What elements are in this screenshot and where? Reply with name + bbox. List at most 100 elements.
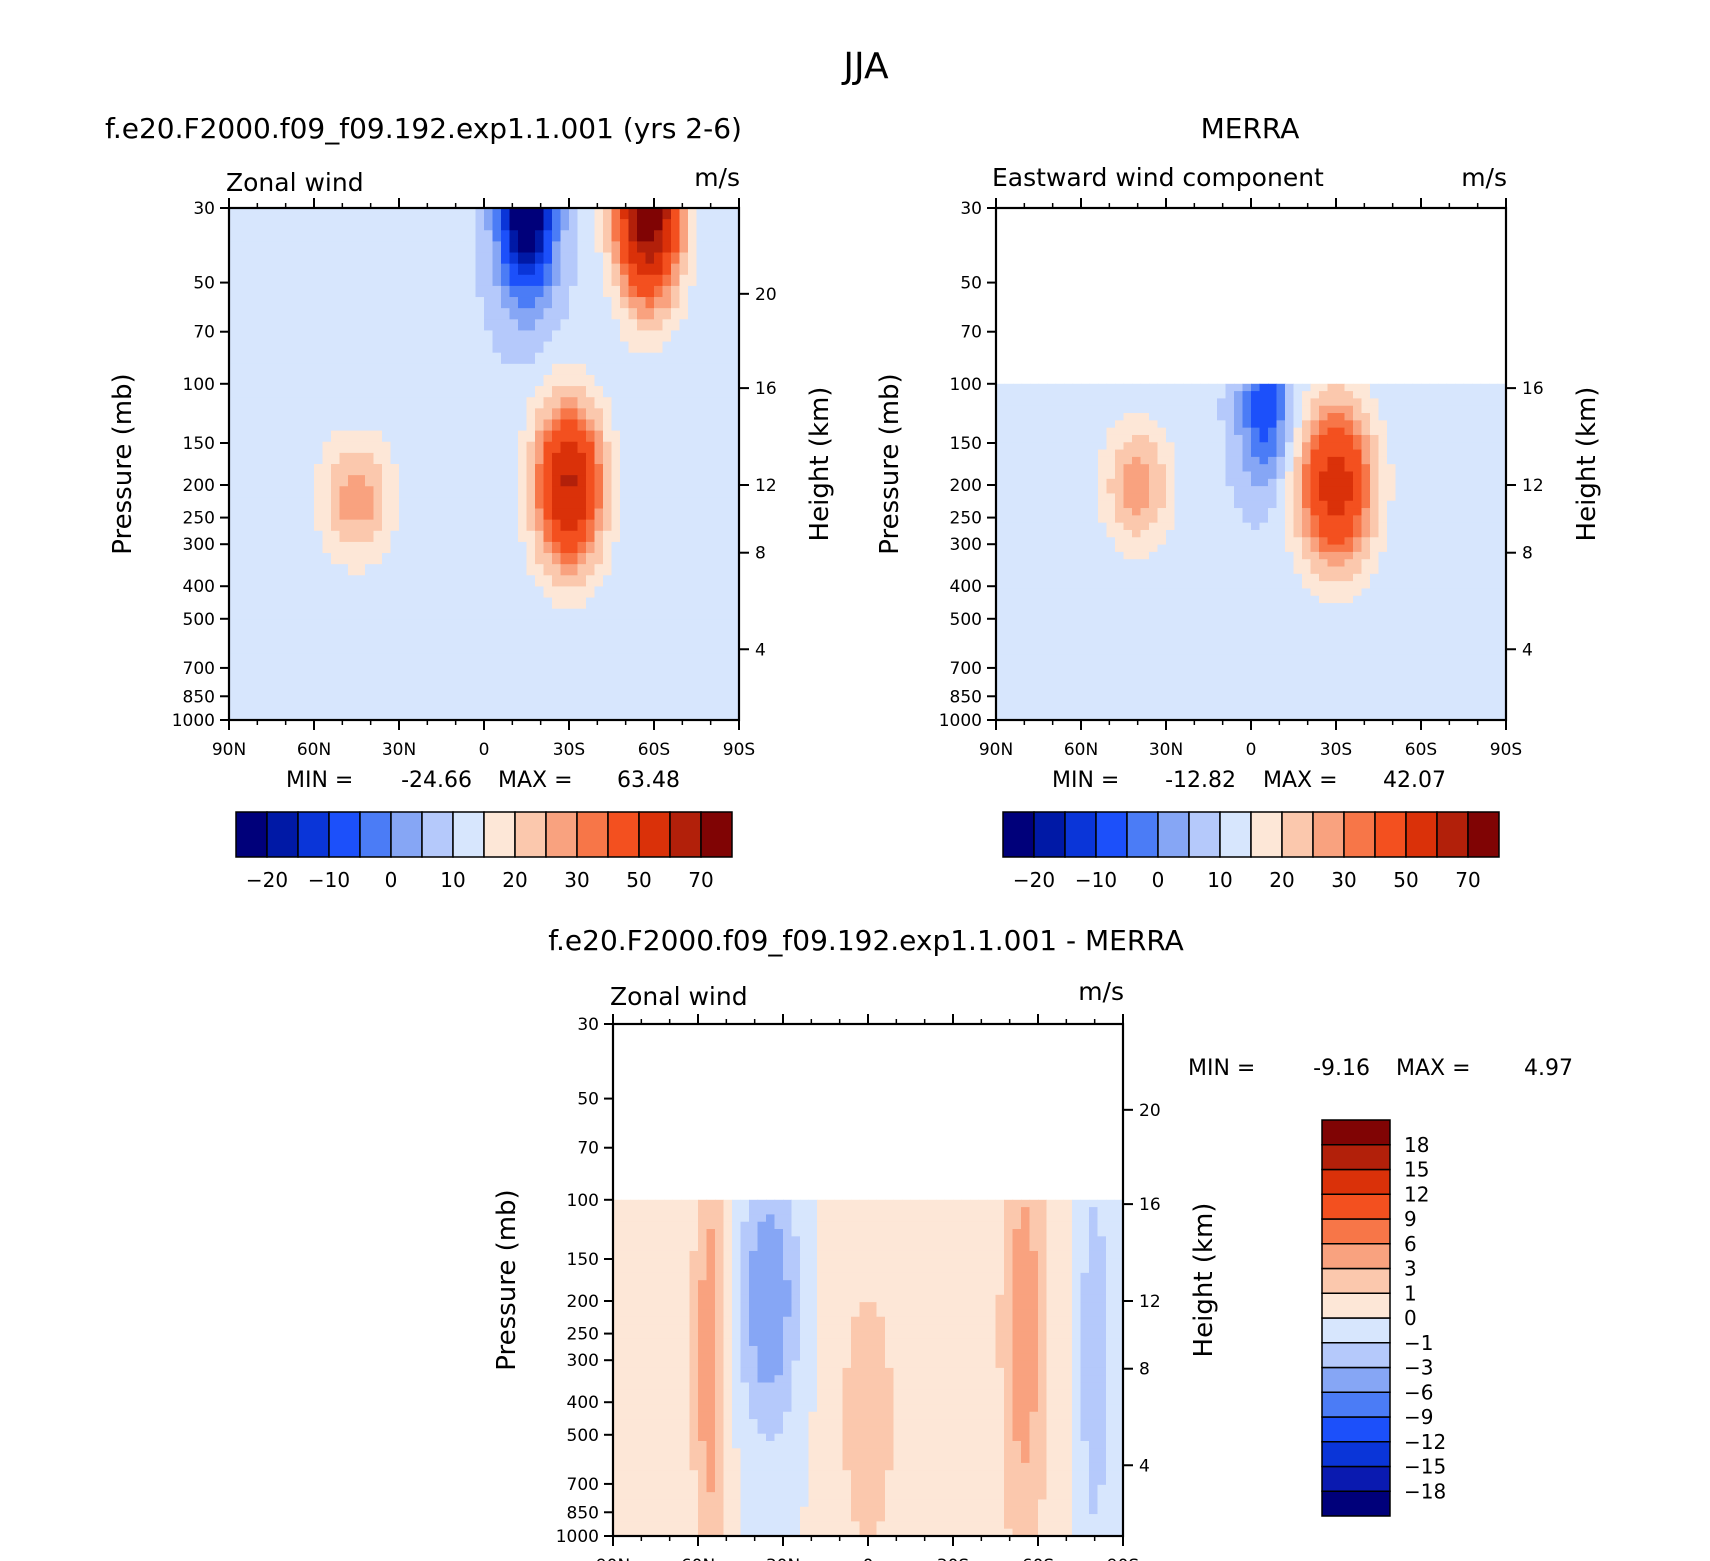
- field-cell: [280, 553, 290, 565]
- field-cell: [390, 486, 400, 498]
- field-cell: [543, 219, 553, 231]
- field-cell: [543, 241, 553, 254]
- field-cell: [713, 608, 723, 621]
- field-cell: [637, 564, 647, 576]
- field-cell: [637, 319, 647, 332]
- field-cell: [1038, 391, 1048, 400]
- field-cell: [1089, 471, 1099, 480]
- field-cell: [263, 397, 273, 409]
- field-cell: [730, 664, 740, 677]
- field-cell: [416, 297, 426, 309]
- field-cell: [271, 564, 281, 576]
- field-cell: [467, 708, 477, 721]
- field-cell: [1140, 559, 1150, 568]
- field-cell: [1361, 442, 1371, 451]
- field-cell: [662, 208, 672, 220]
- field-cell: [339, 575, 349, 588]
- field-cell: [237, 308, 247, 320]
- field-cell: [356, 586, 366, 599]
- field-cell: [1361, 559, 1371, 568]
- field-cell: [1174, 500, 1184, 509]
- field-cell: [1293, 544, 1303, 553]
- field-cell: [288, 297, 298, 309]
- field-cell: [586, 664, 596, 677]
- field-cell: [416, 263, 426, 276]
- field-cell: [577, 308, 587, 320]
- field-cell: [1378, 624, 1388, 633]
- field-cell: [1166, 537, 1176, 546]
- field-cell: [1268, 581, 1278, 590]
- field-cell: [1030, 566, 1040, 575]
- field-cell: [1132, 427, 1142, 436]
- field-cell: [1200, 676, 1210, 685]
- field-cell: [339, 675, 349, 688]
- field-cell: [1353, 413, 1363, 421]
- field-cell: [688, 464, 698, 476]
- field-cell: [1106, 595, 1116, 604]
- field-cell: [288, 352, 298, 365]
- field-cell: [373, 675, 383, 688]
- field-cell: [705, 285, 715, 298]
- field-cell: [322, 664, 332, 677]
- field-cell: [1047, 690, 1057, 699]
- field-cell: [535, 263, 545, 276]
- field-cell: [1234, 500, 1244, 509]
- field-cell: [1132, 493, 1142, 502]
- field-cell: [271, 374, 281, 387]
- field-cell: [679, 386, 689, 398]
- field-cell: [996, 464, 1006, 473]
- field-cell: [492, 430, 502, 443]
- field-cell: [1055, 683, 1065, 692]
- field-cell: [1268, 456, 1278, 465]
- field-cell: [1259, 639, 1269, 648]
- field-cell: [696, 486, 706, 498]
- field-cell: [467, 408, 477, 421]
- field-cell: [518, 363, 528, 376]
- field-cell: [688, 530, 698, 543]
- field-cell: [662, 597, 672, 610]
- field-cell: [1174, 624, 1184, 633]
- field-cell: [1132, 383, 1142, 392]
- field-cell: [416, 642, 426, 654]
- field-cell: [705, 675, 715, 688]
- field-cell: [254, 308, 264, 320]
- field-cell: [305, 419, 315, 432]
- field-cell: [1225, 566, 1235, 575]
- field-cell: [254, 486, 264, 498]
- field-cell: [1242, 529, 1252, 538]
- field-cell: [1327, 508, 1337, 516]
- field-cell: [654, 341, 664, 354]
- field-cell: [526, 519, 536, 532]
- field-cell: [254, 630, 264, 643]
- field-cell: [1200, 639, 1210, 648]
- field-cell: [407, 497, 417, 510]
- field-cell: [577, 452, 587, 465]
- field-cell: [467, 341, 477, 354]
- field-cell: [671, 241, 681, 254]
- field-cell: [1242, 632, 1252, 641]
- field-cell: [679, 274, 689, 287]
- field-cell: [1038, 661, 1048, 670]
- field-cell: [1242, 383, 1252, 392]
- field-cell: [543, 630, 553, 643]
- field-cell: [1370, 544, 1380, 553]
- field-cell: [399, 374, 409, 387]
- field-cell: [1166, 493, 1176, 502]
- field-cell: [1106, 646, 1116, 655]
- field-cell: [1344, 456, 1354, 465]
- field-cell: [1123, 610, 1133, 619]
- field-cell: [1344, 690, 1354, 699]
- field-cell: [1072, 698, 1082, 706]
- field-cell: [1038, 398, 1048, 407]
- field-cell: [1327, 478, 1337, 487]
- field-cell: [280, 208, 290, 220]
- field-cell: [305, 397, 315, 409]
- field-cell: [1293, 442, 1303, 451]
- field-cell: [509, 263, 519, 276]
- field-cell: [288, 508, 298, 521]
- field-cell: [1004, 442, 1014, 451]
- field-cell: [1302, 508, 1312, 516]
- field-cell: [637, 575, 647, 588]
- field-cell: [1030, 391, 1040, 400]
- field-cell: [518, 708, 528, 721]
